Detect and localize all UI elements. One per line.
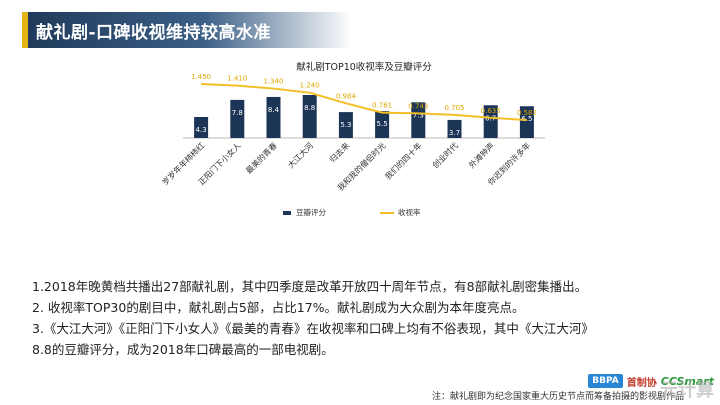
- bar-label-3: 8.4: [268, 106, 280, 114]
- ratings-chart: 献礼剧TOP10收视率及豆瓣评分4.3岁岁年年柿柿红7.8正阳门下小女人8.4最…: [160, 61, 545, 217]
- bar-label-8: 3.7: [449, 129, 460, 137]
- line-label-5: 0.984: [336, 92, 357, 100]
- chart-title: 献礼剧TOP10收视率及豆瓣评分: [296, 61, 432, 73]
- bar-10: [519, 106, 534, 138]
- category-label-4: 大江大河: [285, 140, 315, 170]
- bar-label-6: 5.5: [377, 120, 388, 128]
- bar-6: [375, 111, 390, 138]
- bar-1: [194, 116, 209, 138]
- legend-label-bar: 豆瓣评分: [296, 207, 326, 217]
- bar-4: [302, 95, 317, 138]
- legend-label-line: 收视率: [398, 207, 421, 217]
- category-label-9: 外滩钟声: [466, 140, 496, 170]
- category-label-5: 归去来: [327, 140, 351, 164]
- note-line-1: 1.2018年晚黄档共播出27部献礼剧，其中四季度是改革开放四十周年节点，有8部…: [32, 279, 588, 294]
- line-label-1: 1.450: [191, 73, 211, 81]
- line-label-6: 0.761: [372, 102, 392, 110]
- line-label-4: 1.240: [300, 82, 320, 90]
- line-label-2: 1.410: [227, 75, 247, 83]
- bar-label-4: 8.8: [304, 104, 315, 112]
- line-label-8: 0.705: [444, 104, 464, 112]
- association-logo-text: 首制协: [626, 377, 657, 389]
- bar-label-1: 4.3: [196, 126, 207, 134]
- title-bar: [22, 12, 352, 48]
- bar-label-7: 7.3: [413, 111, 424, 119]
- category-label-3: 最美的青春: [244, 140, 279, 175]
- bar-7: [411, 102, 426, 138]
- bar-label-5: 5.3: [340, 121, 351, 129]
- note-line-4: 8.8的豆瓣评分，成为2018年口碑最高的一部电视剧。: [32, 342, 334, 357]
- notes: 1.2018年晚黄档共播出27部献礼剧，其中四季度是改革开放四十周年节点，有8部…: [32, 276, 702, 360]
- bar-label-2: 7.8: [232, 109, 243, 117]
- title-accent: [22, 12, 28, 48]
- bar-8: [447, 119, 462, 138]
- watermark: 元计算: [660, 380, 714, 401]
- footer-logos: BBPA 首制协 CCSmart: [588, 372, 714, 390]
- line-label-10: 0.582: [517, 109, 537, 117]
- bar-5: [338, 112, 353, 138]
- bar-3: [266, 96, 281, 138]
- category-label-8: 创业时代: [430, 140, 460, 170]
- line-label-3: 1.340: [263, 78, 283, 86]
- page-title: 献礼剧-口碑收视维持较高水准: [36, 23, 272, 43]
- footer-note: 注：献礼剧即为纪念国家重大历史节点而筹备拍摄的影视剧作品: [431, 392, 684, 402]
- legend-swatch-bar: [283, 211, 291, 215]
- ccsmart-logo: CCSmart: [660, 374, 714, 388]
- bbpa-logo: BBPA: [588, 374, 623, 388]
- line-label-7: 0.743: [408, 102, 428, 110]
- line-label-9: 0.635: [481, 107, 501, 115]
- category-label-7: 我们的四十年: [383, 140, 424, 181]
- bar-9: [483, 105, 498, 138]
- note-line-2: 2. 收视率TOP30的剧目中，献礼剧占5部，占比17%。献礼剧成为大众剧为本年…: [32, 300, 525, 315]
- note-line-3: 3.《大江大河》《正阳门下小女人》《最美的青春》在收视率和口碑上均有不俗表现，其…: [32, 321, 594, 336]
- ratings-line: [201, 83, 527, 121]
- bar-2: [230, 99, 245, 138]
